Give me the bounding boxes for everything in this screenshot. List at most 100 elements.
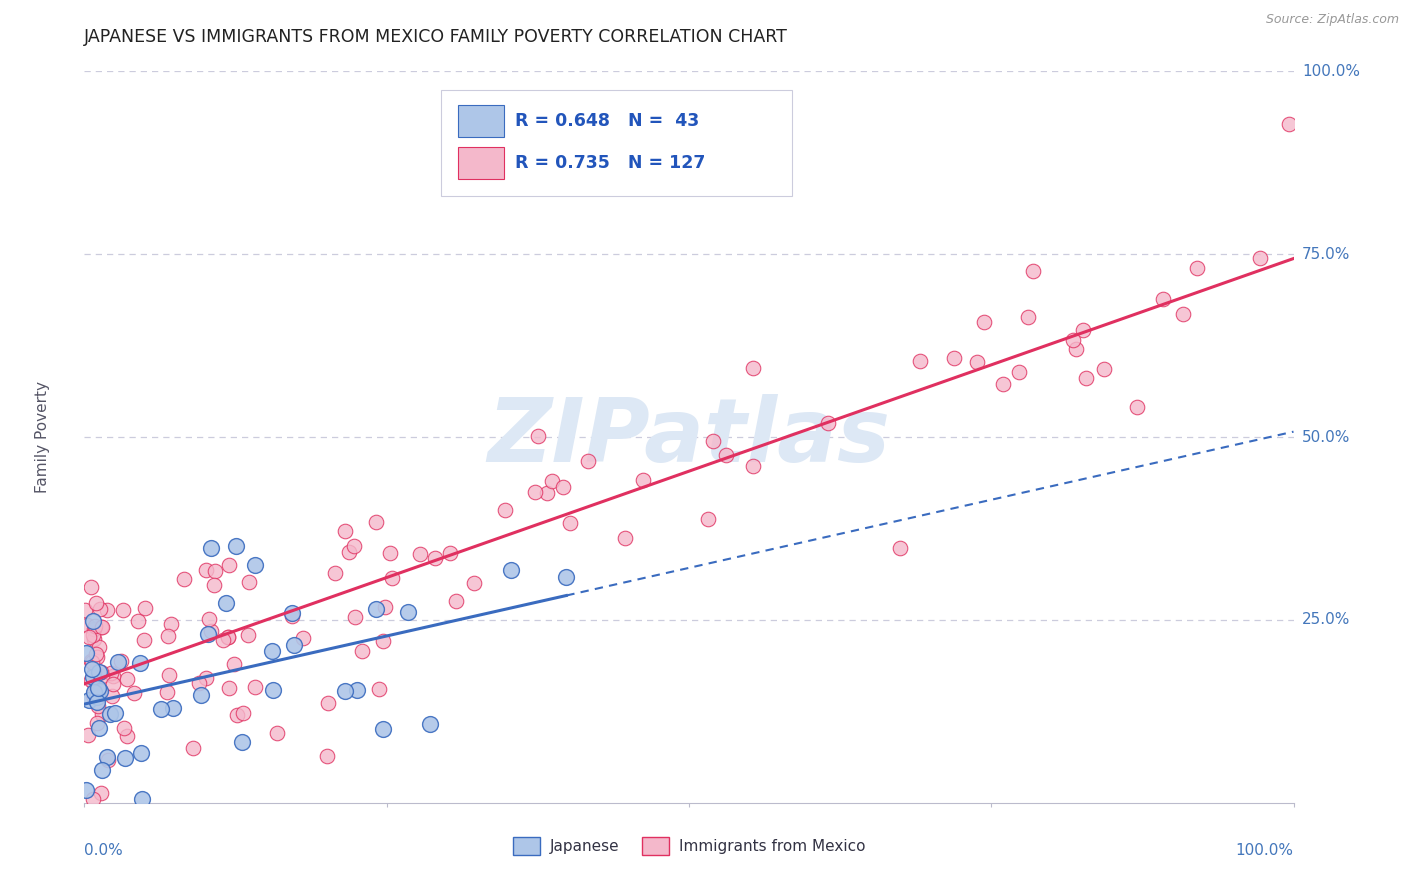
Point [373,722,395,736]
Point [80,580,103,594]
Point [77,630,100,644]
Point [1022,264,1045,278]
Point [218,681,240,696]
Point [204,564,226,578]
Point [238,575,260,590]
FancyBboxPatch shape [458,105,503,137]
Point [112,721,135,735]
Text: JAPANESE VS IMMIGRANTS FROM MEXICO FAMILY POVERTY CORRELATION CHART: JAPANESE VS IMMIGRANTS FROM MEXICO FAMIL… [84,28,789,45]
Point [86,690,108,704]
Point [741,361,763,376]
Point [129,657,152,671]
Point [238,628,260,642]
Legend: Japanese, Immigrants from Mexico: Japanese, Immigrants from Mexico [506,831,872,861]
Point [190,688,212,702]
Point [1278,117,1301,131]
Point [197,627,219,641]
Point [212,633,235,648]
Point [82,663,104,677]
Point [110,654,132,668]
Point [374,599,396,614]
Point [1017,310,1039,325]
Point [82,628,104,642]
Point [366,602,388,616]
Point [83,676,105,690]
Point [89,602,111,616]
Point [80,655,103,669]
Point [84,596,107,610]
Point [117,672,139,686]
Point [96,603,118,617]
Point [215,596,238,610]
Point [218,630,240,644]
Point [283,638,305,652]
Point [553,480,575,494]
Point [224,657,246,671]
Point [202,578,225,592]
Point [966,354,988,368]
Point [231,735,253,749]
Point [1008,365,1031,379]
Point [908,354,931,368]
Point [817,416,839,430]
Point [419,716,441,731]
Point [156,629,179,643]
Point [107,655,129,669]
Point [84,619,107,633]
Text: 100.0%: 100.0% [1236,843,1294,858]
Point [217,630,239,644]
Point [889,541,911,555]
Point [333,684,356,698]
Point [101,677,124,691]
Point [343,539,366,553]
Point [73,603,96,617]
Point [156,685,179,699]
Point [77,692,100,706]
Point [197,612,219,626]
Point [225,539,247,553]
Point [323,566,346,580]
Point [90,619,112,633]
Point [243,681,266,695]
Point [83,685,105,699]
Point [75,782,97,797]
Point [80,654,103,668]
Point [1125,401,1147,415]
Point [87,665,110,680]
Point [446,594,468,608]
Point [86,690,108,705]
Point [90,665,112,679]
Point [942,351,965,365]
Point [409,547,432,561]
Text: 75.0%: 75.0% [1302,247,1350,261]
Point [1171,307,1194,321]
Point [87,721,110,735]
Point [555,570,578,584]
Point [524,485,547,500]
Point [260,644,283,658]
Point [79,673,101,688]
Point [218,558,240,573]
Point [280,608,302,623]
FancyBboxPatch shape [458,146,503,179]
Point [333,524,356,538]
Point [371,633,394,648]
Text: 50.0%: 50.0% [1302,430,1350,444]
Point [526,428,548,442]
Point [1064,343,1087,357]
Point [103,669,125,683]
Point [200,624,222,638]
Point [633,474,655,488]
Point [83,623,105,637]
Point [86,716,108,731]
Point [86,649,108,664]
Point [316,748,339,763]
Point [149,702,172,716]
Point [350,644,373,658]
Point [84,648,107,662]
Point [77,728,100,742]
Point [368,682,391,697]
Text: Source: ZipAtlas.com: Source: ZipAtlas.com [1265,13,1399,27]
Point [89,640,111,655]
Point [101,690,124,704]
